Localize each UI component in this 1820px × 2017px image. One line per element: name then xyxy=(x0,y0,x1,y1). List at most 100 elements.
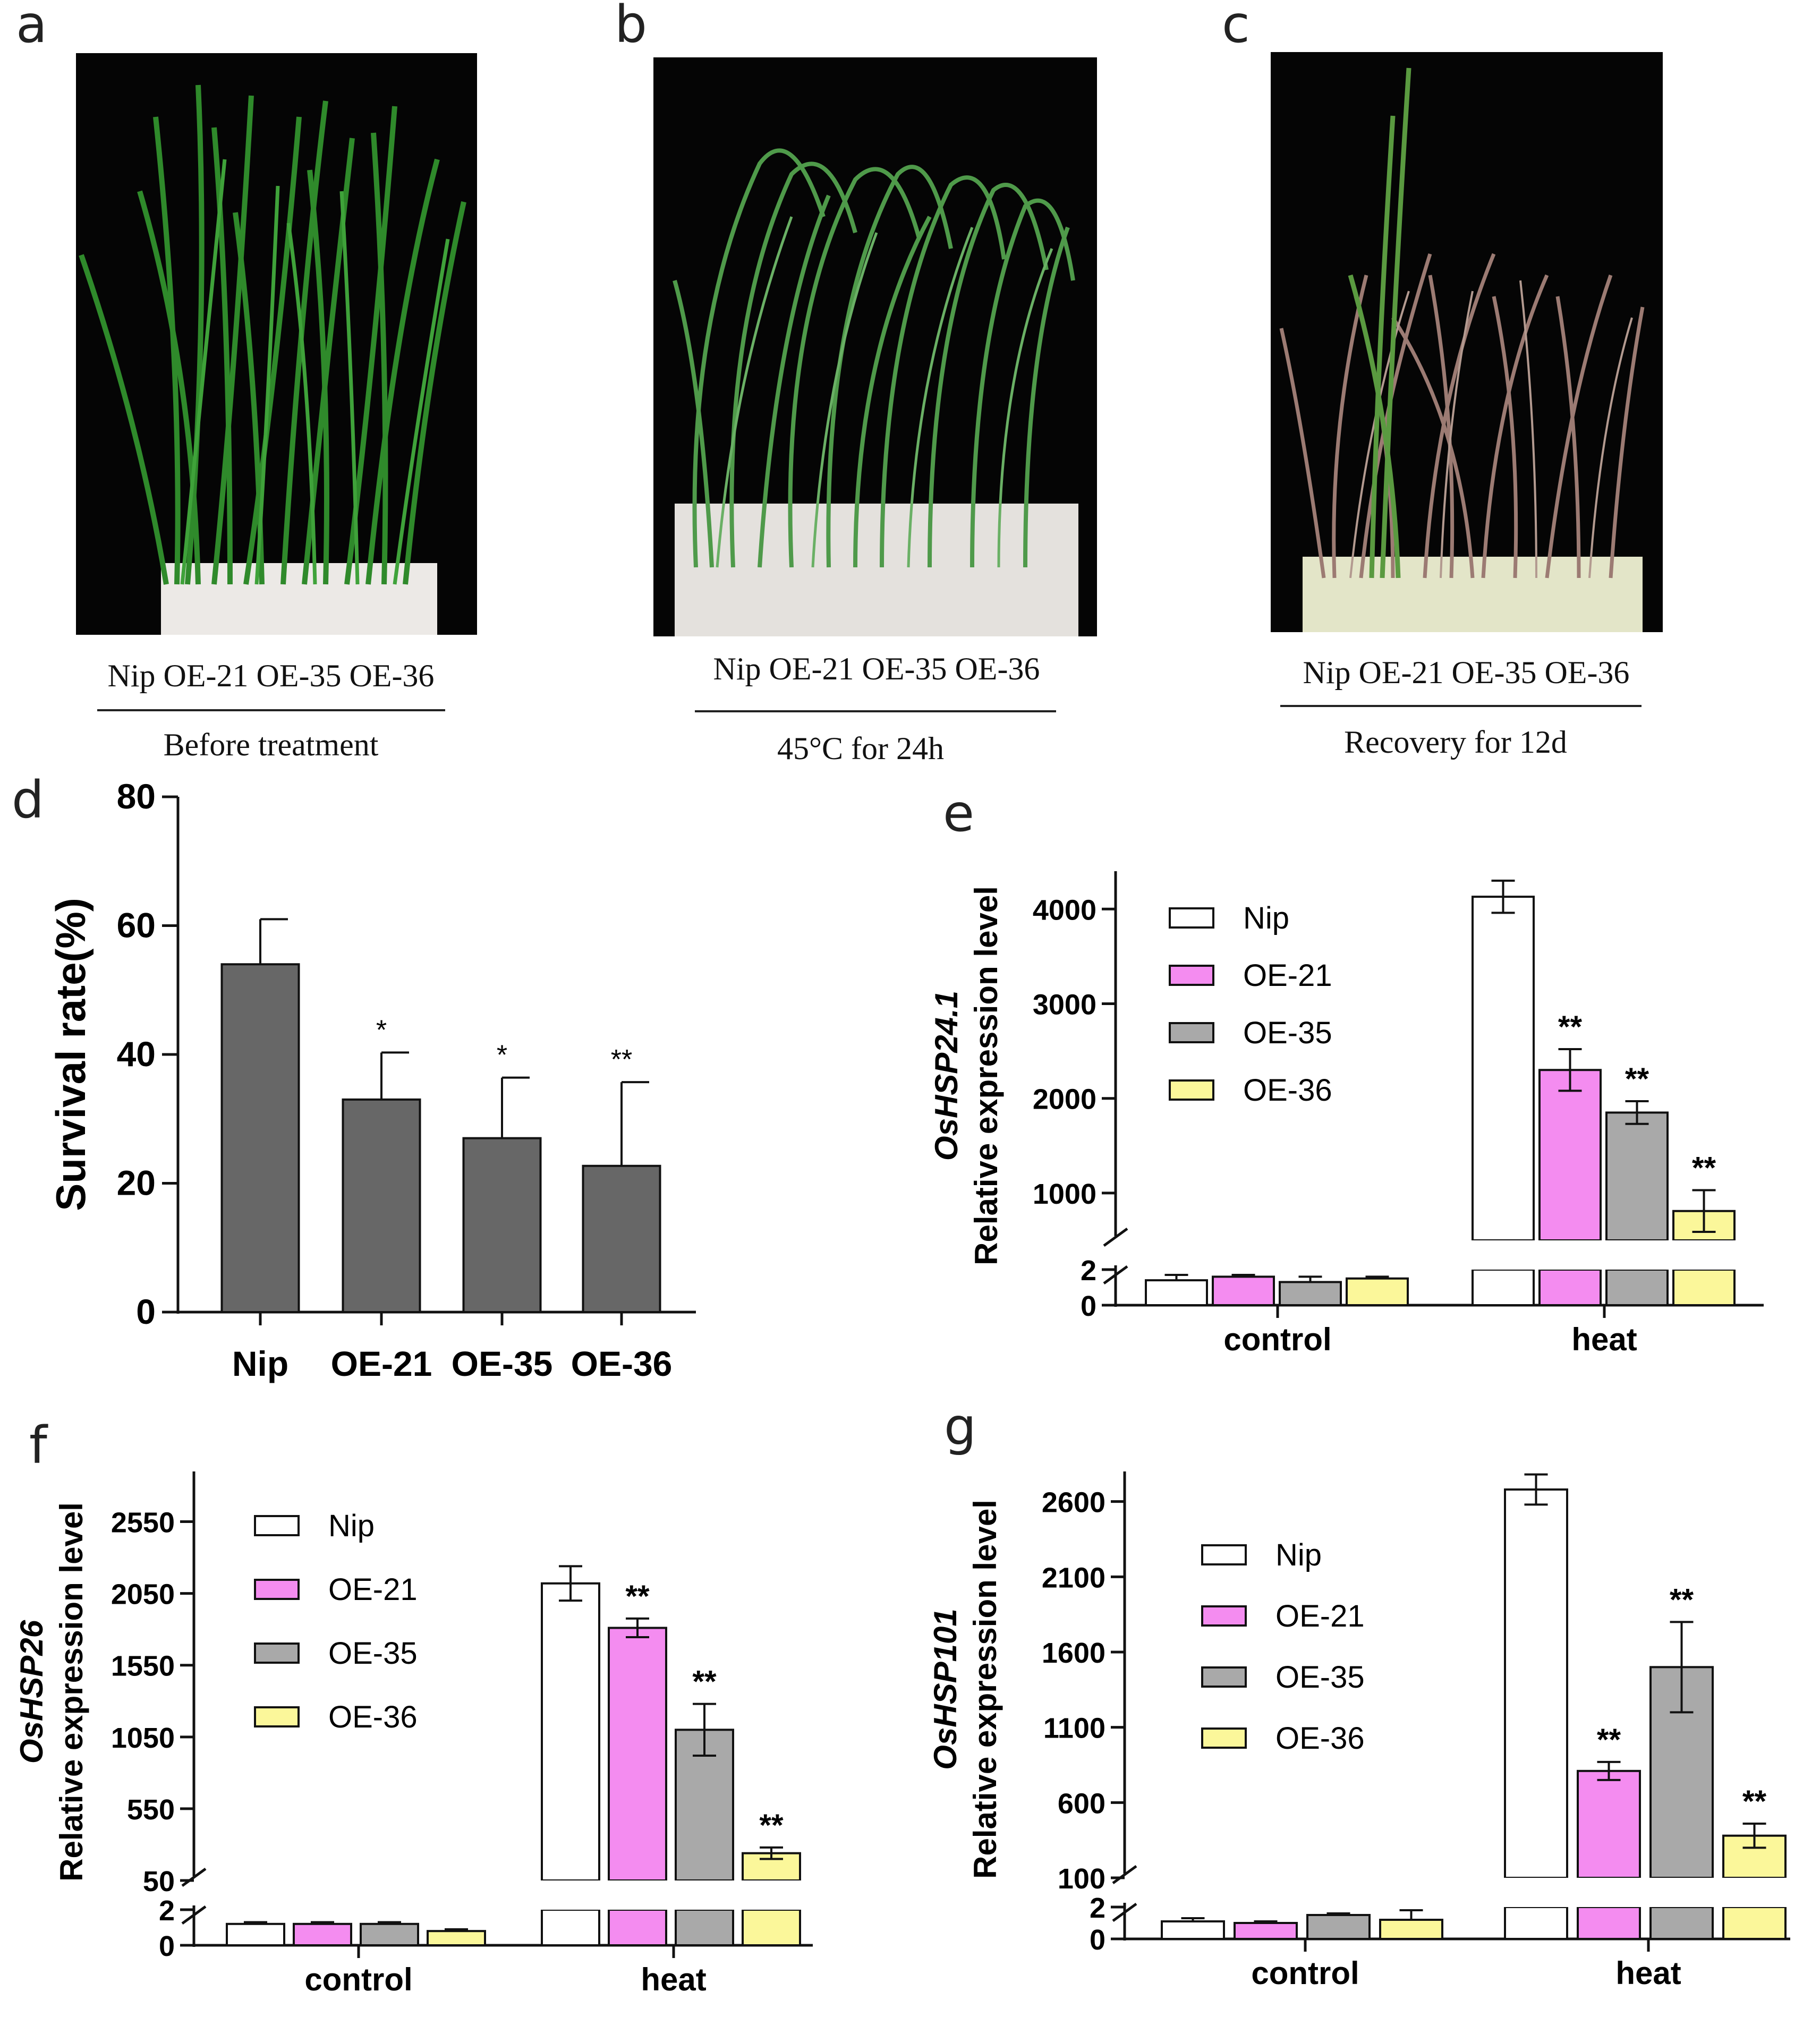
f-bar-lower-heat-Nip xyxy=(541,1909,600,1946)
f-ytick-label: 0 xyxy=(159,1930,175,1962)
f-gene-label: OsHSP26 xyxy=(14,1620,49,1764)
f-ytick-label: 1550 xyxy=(111,1650,175,1682)
e-axis-break-mark xyxy=(1103,1265,1128,1285)
d-ytick-label: 60 xyxy=(117,906,156,945)
g-bar-control-OE-35 xyxy=(1306,1914,1371,1940)
g-legend-swatch-OE-36 xyxy=(1201,1727,1247,1749)
e-axis-break-mark xyxy=(1103,1227,1128,1247)
g-ytick-label: 1100 xyxy=(1043,1713,1105,1744)
e-bar-heat-OE-21 xyxy=(1538,1069,1602,1241)
e-ytick-label: 1000 xyxy=(1033,1178,1096,1210)
e-significance-label: ** xyxy=(1625,1062,1649,1096)
f-significance-label: ** xyxy=(759,1808,784,1843)
caption-condition-c: Recovery for 12d xyxy=(1344,725,1567,760)
g-legend-label: OE-35 xyxy=(1275,1660,1365,1695)
g-axis-break-mark xyxy=(1112,1865,1137,1885)
e-bar-gap xyxy=(1672,1240,1736,1270)
f-bar-control-OE-21 xyxy=(293,1922,352,1947)
g-bar-control-OE-36 xyxy=(1379,1919,1443,1940)
g-ytick-label: 2600 xyxy=(1042,1487,1105,1519)
e-legend-swatch-OE-21 xyxy=(1169,965,1214,986)
f-xtick-label: control xyxy=(304,1962,412,1997)
g-significance-label: ** xyxy=(1597,1723,1621,1757)
panel-letter-g: g xyxy=(944,1397,976,1457)
e-bar-heat-Nip xyxy=(1472,896,1535,1241)
f-bar-gap xyxy=(607,1880,668,1910)
f-ytick-label: 1050 xyxy=(111,1722,175,1754)
d-significance-label: ** xyxy=(611,1044,632,1075)
e-xtick-label: heat xyxy=(1571,1322,1637,1357)
f-legend-label: OE-21 xyxy=(328,1572,418,1607)
e-legend-label: Nip xyxy=(1243,901,1289,935)
caption-divider-a xyxy=(97,709,445,711)
g-bar-lower-heat-Nip xyxy=(1504,1906,1568,1940)
d-ytick-label: 0 xyxy=(136,1292,156,1331)
e-significance-label: ** xyxy=(1558,1010,1583,1044)
g-ytick-label: 0 xyxy=(1090,1924,1105,1956)
g-bar-gap xyxy=(1576,1878,1642,1907)
g-xtick-label: control xyxy=(1251,1955,1359,1991)
d-significance-label: * xyxy=(497,1040,507,1071)
g-legend-swatch-OE-21 xyxy=(1201,1605,1247,1627)
g-significance-label: ** xyxy=(1670,1582,1694,1617)
rice-seedlings-green-image xyxy=(79,84,466,635)
d-ytick-label: 80 xyxy=(117,777,156,816)
f-xtick-label: heat xyxy=(641,1962,706,1997)
f-legend-label: OE-36 xyxy=(328,1700,418,1734)
g-significance-label: ** xyxy=(1742,1784,1767,1819)
e-xtick-label: control xyxy=(1223,1322,1331,1357)
e-bar-control-OE-35 xyxy=(1279,1281,1342,1306)
g-xtick-label: heat xyxy=(1615,1955,1681,1991)
f-bar-gap xyxy=(741,1880,802,1910)
panel-letter-c: c xyxy=(1222,0,1250,54)
panel-letter-a: a xyxy=(16,0,47,54)
f-axis-break-mark xyxy=(181,1867,207,1887)
f-bar-lower-heat-OE-36 xyxy=(742,1909,801,1946)
d-ylabel: Survival rate(%) xyxy=(47,898,94,1211)
g-bar-lower-heat-OE-35 xyxy=(1649,1906,1714,1940)
e-bar-lower-heat-OE-35 xyxy=(1605,1269,1669,1306)
e-significance-label: ** xyxy=(1692,1151,1716,1186)
d-significance-label: * xyxy=(376,1015,387,1045)
e-bar-lower-heat-Nip xyxy=(1472,1269,1535,1306)
e-bar-control-OE-36 xyxy=(1346,1277,1409,1306)
e-bar-gap xyxy=(1538,1240,1602,1270)
f-bar-lower-heat-OE-35 xyxy=(675,1909,734,1946)
f-legend-swatch-OE-35 xyxy=(254,1642,300,1664)
e-gene-label: OsHSP24.1 xyxy=(929,991,964,1161)
d-bar-Nip xyxy=(220,963,300,1313)
panel-letter-d: d xyxy=(12,770,44,830)
f-ytick-label: 50 xyxy=(143,1866,175,1897)
g-ylabel: Relative expression level xyxy=(967,1500,1003,1879)
d-ytick-label: 20 xyxy=(117,1163,156,1203)
caption-condition-a: Before treatment xyxy=(163,727,379,762)
g-bar-heat-OE-21 xyxy=(1577,1769,1641,1879)
e-ytick-label: 2000 xyxy=(1033,1084,1096,1116)
f-bar-heat-Nip xyxy=(541,1582,600,1882)
f-significance-label: ** xyxy=(625,1579,650,1614)
e-ylabel: Relative expression level xyxy=(968,886,1004,1265)
g-gene-label: OsHSP101 xyxy=(928,1609,963,1770)
f-legend-label: Nip xyxy=(328,1509,375,1543)
f-bar-gap xyxy=(540,1880,601,1910)
f-ytick-label: 2 xyxy=(159,1895,175,1927)
f-ytick-label: 2550 xyxy=(111,1507,175,1539)
e-legend-swatch-Nip xyxy=(1169,907,1214,929)
caption-condition-b: 45°C for 24h xyxy=(777,731,944,766)
panel-letter-b: b xyxy=(615,0,647,54)
photo-recovery xyxy=(1271,52,1663,632)
e-bar-gap xyxy=(1605,1240,1669,1270)
e-legend-swatch-OE-35 xyxy=(1169,1022,1214,1043)
e-bar-heat-OE-35 xyxy=(1605,1111,1669,1242)
f-ylabel: Relative expression level xyxy=(54,1502,89,1882)
f-ytick-label: 2050 xyxy=(111,1579,175,1611)
g-legend-label: Nip xyxy=(1275,1538,1322,1572)
g-legend-label: OE-36 xyxy=(1275,1721,1365,1756)
caption-divider-b xyxy=(695,710,1056,712)
f-bar-lower-heat-OE-21 xyxy=(608,1909,667,1946)
rice-seedlings-recovered-image xyxy=(1279,67,1645,632)
g-bar-lower-heat-OE-21 xyxy=(1577,1906,1641,1940)
g-bar-heat-Nip xyxy=(1504,1488,1568,1879)
g-bar-lower-heat-OE-36 xyxy=(1722,1906,1787,1940)
